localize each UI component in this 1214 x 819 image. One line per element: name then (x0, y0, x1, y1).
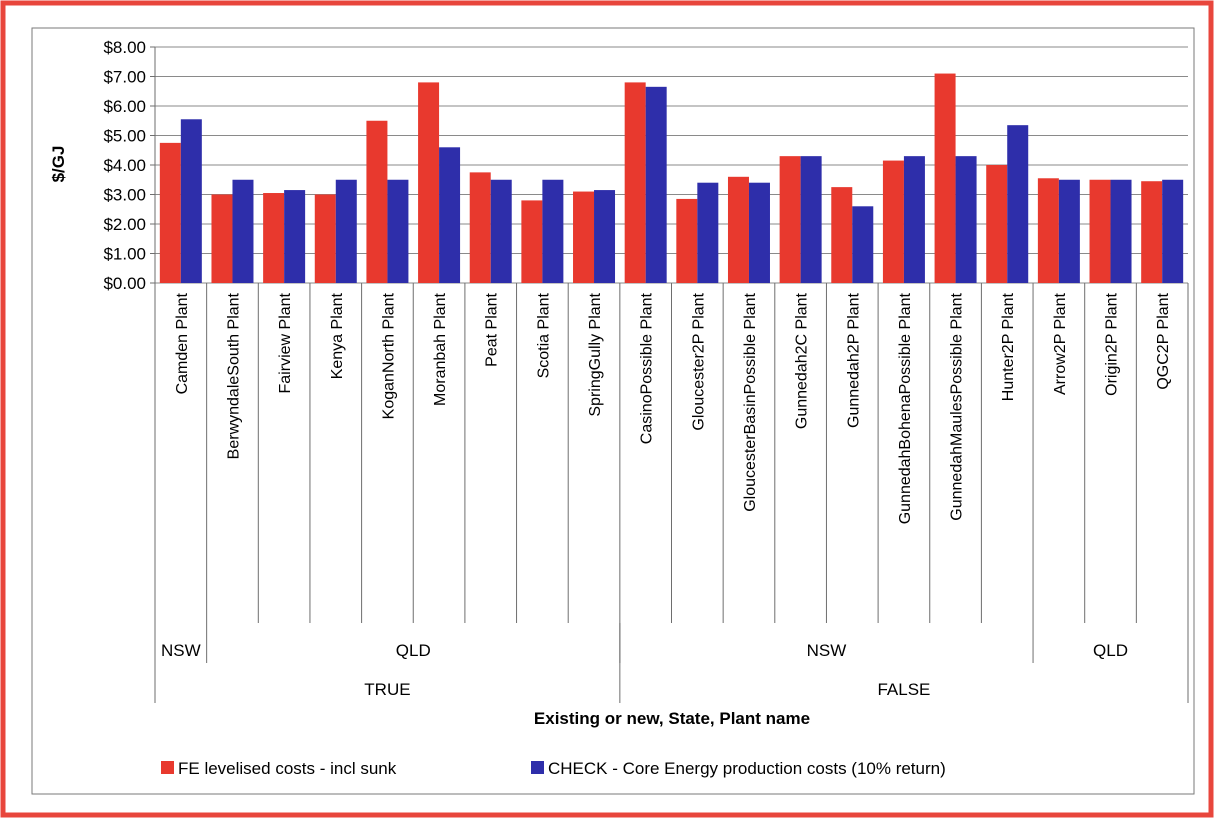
category-label: Hunter2P Plant (1000, 292, 1017, 401)
y-tick-label: $1.00 (103, 245, 146, 264)
bar-fe (1089, 179, 1111, 283)
bar-fe (779, 156, 801, 283)
bar-fe (263, 193, 285, 283)
bar-check (594, 190, 616, 283)
bar-check (284, 190, 306, 283)
bar-fe (831, 187, 853, 283)
bar-check (232, 179, 254, 283)
category-label: Fairview Plant (277, 292, 294, 393)
group-labels: NSW QLD NSW QLD TRUE FALSE (161, 641, 1128, 699)
bar-check (697, 182, 719, 283)
axis-lines (154, 47, 1189, 703)
y-tick-label: $0.00 (103, 274, 146, 293)
category-label: Peat Plant (484, 292, 501, 366)
category-label: Gloucester2P Plant (690, 292, 707, 430)
category-label: Camden Plant (174, 292, 191, 394)
bar-check (1110, 179, 1132, 283)
category-label: Gunnedah2P Plant (845, 292, 862, 427)
bar-fe (418, 82, 440, 284)
legend-label-fe: FE levelised costs - incl sunk (178, 759, 397, 778)
bar-fe (573, 191, 595, 283)
bar-check (490, 179, 512, 283)
category-label: BerwyndaleSouth Plant (225, 292, 242, 459)
bar-fe (1141, 181, 1163, 283)
category-label: QGC2P Plant (1155, 292, 1172, 389)
bar-check (748, 182, 770, 283)
category-label: Arrow2P Plant (1052, 292, 1069, 395)
bar-fe (624, 82, 646, 284)
existing-group-label: TRUE (364, 680, 410, 699)
bar-check (645, 86, 667, 283)
chart-area-border (31, 27, 1195, 795)
category-label: GunnedahBohenaPossible Plant (897, 292, 914, 524)
bar-fe (882, 160, 904, 283)
bar-fe (727, 176, 749, 283)
y-tick-label: $6.00 (103, 97, 146, 116)
y-axis-ticks: $0.00 $1.00 $2.00 $3.00 $4.00 $5.00 $6.00 $7.00… (103, 38, 155, 293)
y-tick-label: $7.00 (103, 68, 146, 87)
category-label: SpringGully Plant (587, 292, 604, 416)
category-label: Moranbah Plant (432, 292, 449, 406)
category-label: Kenya Plant (329, 292, 346, 379)
bar-check (439, 147, 461, 283)
state-group-label: NSW (161, 641, 201, 660)
bar-fe (676, 198, 698, 283)
category-label: CasinoPossible Plant (639, 292, 656, 444)
category-labels: Camden Plant BerwyndaleSouth Plant Fairvie… (174, 292, 1172, 524)
bar-fe (314, 194, 336, 283)
bar-check (852, 206, 874, 283)
bar-check (903, 156, 925, 283)
category-label: Gunnedah2C Plant (794, 292, 811, 429)
bar-fe (934, 73, 956, 283)
category-label: Scotia Plant (535, 292, 552, 378)
bar-check (542, 179, 564, 283)
y-tick-label: $2.00 (103, 215, 146, 234)
x-axis-title: Existing or new, State, Plant name (534, 709, 810, 728)
bar-check (800, 156, 822, 283)
y-tick-label: $4.00 (103, 156, 146, 175)
bar-fe (469, 172, 491, 283)
category-label: GunnedahMaulesPossible Plant (949, 292, 966, 520)
legend-swatch-check (531, 761, 544, 774)
bar-fe (366, 120, 388, 283)
legend-label-check: CHECK - Core Energy production costs (10… (548, 759, 946, 778)
y-axis-title: $/GJ (49, 146, 68, 183)
y-tick-label: $3.00 (103, 186, 146, 205)
existing-group-label: FALSE (877, 680, 930, 699)
bars (159, 73, 1184, 284)
y-tick-label: $5.00 (103, 127, 146, 146)
bar-check (335, 179, 357, 283)
bar-fe (521, 200, 543, 283)
legend: FE levelised costs - incl sunk CHECK - C… (161, 759, 946, 778)
state-group-label: QLD (396, 641, 431, 660)
category-label: Origin2P Plant (1104, 292, 1121, 395)
bar-fe (159, 142, 181, 283)
bar-check (1007, 125, 1029, 283)
y-tick-label: $8.00 (103, 38, 146, 57)
state-group-label: NSW (807, 641, 847, 660)
category-label: GloucesterBasinPossible Plant (742, 292, 759, 511)
bar-fe (1037, 178, 1059, 283)
bar-check (1162, 179, 1184, 283)
state-group-label: QLD (1093, 641, 1128, 660)
legend-swatch-fe (161, 761, 174, 774)
bar-fe (986, 165, 1008, 283)
category-label: KoganNorth Plant (380, 292, 397, 419)
bar-check (1058, 179, 1080, 283)
bar-check (955, 156, 977, 283)
bar-check (180, 119, 202, 284)
bar-fe (211, 194, 233, 283)
bar-check (387, 179, 409, 283)
